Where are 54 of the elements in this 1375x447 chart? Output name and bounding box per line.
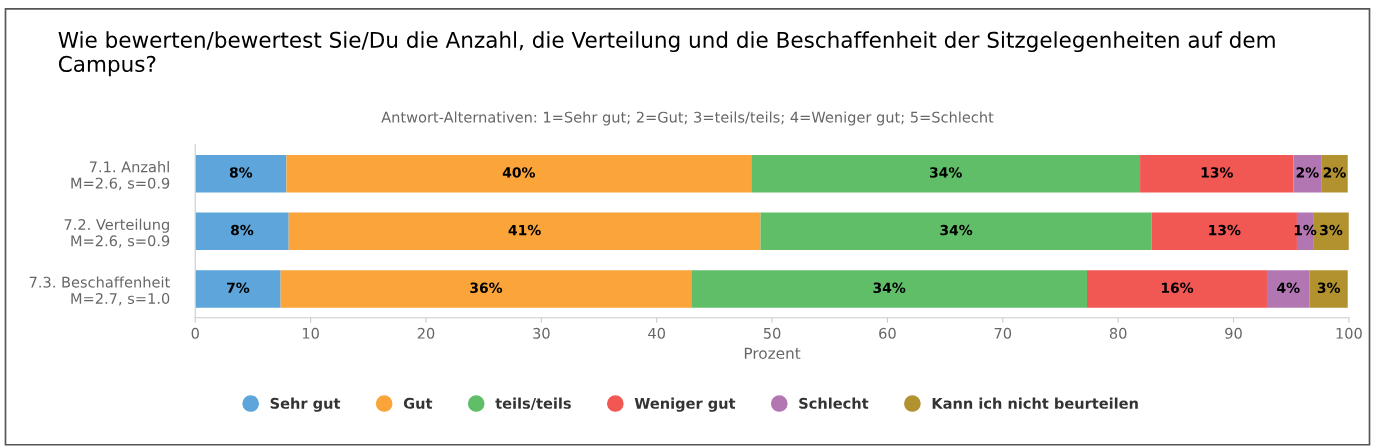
legend-label: teils/teils	[495, 397, 571, 410]
data-label: 16%	[1161, 282, 1194, 294]
bar	[1140, 154, 1294, 193]
bar	[751, 154, 1141, 193]
chart-subtitle: Antwort-Alternativen: 1=Sehr gut; 2=Gut; 3=teils/teils; 4=Weniger gut; 5=Schlecht	[381, 111, 994, 126]
legend-label: Gut	[403, 397, 433, 409]
data-label: 13%	[1209, 224, 1241, 236]
x-tick-label: 0	[191, 327, 199, 339]
data-label: 8%	[231, 224, 254, 236]
bar	[286, 154, 752, 193]
x-tick-label: 50	[763, 327, 781, 339]
legend-label: Sehr gut	[270, 397, 341, 412]
x-tick-label: 10	[302, 327, 319, 339]
x-tick-label: 30	[533, 327, 550, 339]
y-tick-label: 7.1. Anzahl M=2.6, s=0.9	[71, 161, 170, 191]
data-label: 2%	[1296, 167, 1319, 178]
data-label: 7%	[227, 282, 250, 294]
x-tick-label: 90	[1225, 327, 1242, 339]
data-label: 41%	[508, 224, 541, 236]
legend-label: Schlecht	[799, 397, 869, 409]
data-label: 4%	[1277, 282, 1300, 294]
bar	[195, 212, 289, 251]
bar	[288, 212, 761, 251]
data-label: 3%	[1317, 282, 1341, 294]
data-label: 34%	[873, 282, 906, 294]
data-label: 40%	[502, 167, 536, 178]
bar	[280, 270, 692, 308]
x-tick-label: 80	[1109, 327, 1127, 339]
x-tick-label: 70	[994, 327, 1012, 339]
bar	[1309, 270, 1348, 308]
x-tick-label: 40	[648, 327, 666, 339]
x-tick-label: 60	[879, 327, 896, 339]
data-label: 2%	[1323, 167, 1346, 178]
data-label: 34%	[940, 224, 973, 236]
legend-label: Kann ich nicht beurteilen	[932, 397, 1138, 409]
bar	[195, 154, 287, 193]
x-tick-label: 20	[417, 327, 435, 339]
bar	[760, 212, 1152, 251]
data-label: 8%	[229, 167, 253, 178]
data-label: 3%	[1320, 224, 1343, 236]
legend-label: Weniger gut	[634, 397, 736, 412]
x-tick-label: 100	[1336, 327, 1362, 339]
chart-title: Wie bewerten/bewertest Sie/Du die Anzahl, die Verteilung und die Beschaffenheit der Sitzgelegenheiten auf dem Campus?	[58, 31, 1275, 77]
y-tick-label: 7.2. Verteilung M=2.6, s=0.9	[64, 218, 170, 248]
data-label: 13%	[1201, 167, 1233, 178]
bar	[1266, 270, 1310, 308]
bar	[1087, 270, 1267, 308]
bar	[1321, 154, 1348, 193]
data-label: 36%	[470, 282, 503, 294]
y-tick-label: 7.3. Beschaffenheit M=2.7, s=1.0	[29, 276, 170, 306]
x-axis-title: Prozent	[744, 347, 801, 360]
bar	[195, 270, 281, 308]
data-label: 34%	[929, 167, 962, 178]
bar	[691, 270, 1087, 308]
